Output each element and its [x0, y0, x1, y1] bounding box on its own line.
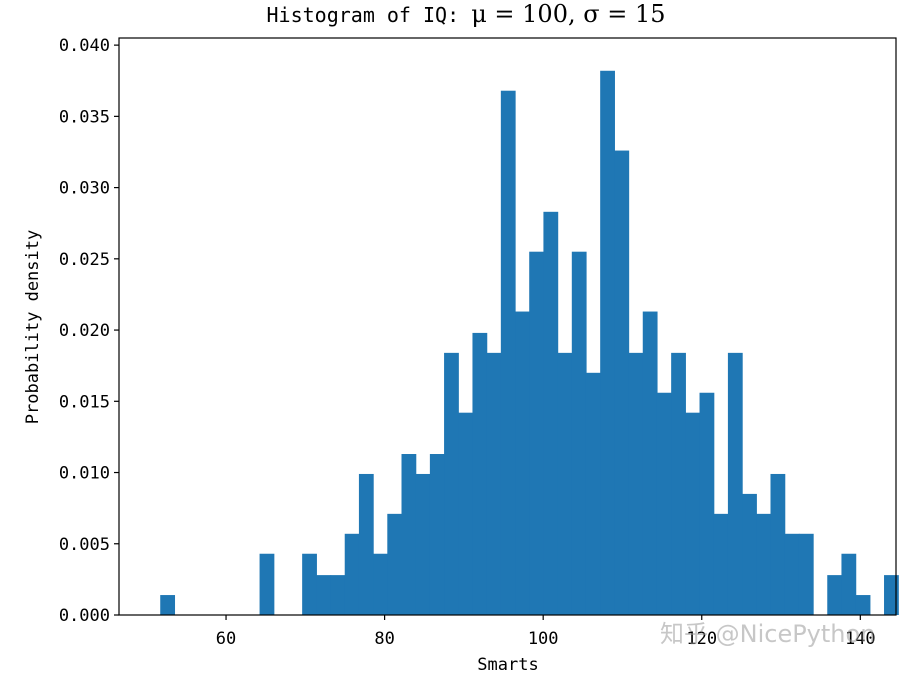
histogram-bar	[358, 473, 374, 615]
histogram-bar	[614, 150, 630, 616]
histogram-bar	[685, 412, 701, 615]
histogram-bar	[557, 352, 573, 615]
y-tick-label: 0.005	[59, 535, 110, 555]
x-tick-label: 140	[845, 629, 876, 649]
y-tick-label: 0.035	[59, 107, 110, 127]
histogram-bar	[444, 352, 459, 615]
x-tick-label: 100	[528, 629, 559, 649]
histogram-bar	[160, 595, 176, 615]
histogram-bar	[429, 454, 445, 615]
histogram-bar	[600, 70, 615, 615]
chart-title: Histogram of IQ: μ = 100, σ = 15	[266, 0, 665, 28]
watermark-text: 知乎 @NicePython	[660, 620, 875, 648]
x-axis-label: Smarts	[477, 655, 538, 675]
histogram-bar	[727, 352, 743, 615]
histogram-bar	[259, 553, 275, 615]
chart-title-math: μ = 100, σ = 15	[471, 0, 665, 28]
histogram-bar	[699, 392, 715, 615]
histogram-bar	[671, 352, 686, 615]
histogram-bar	[756, 513, 772, 615]
histogram-bar	[330, 575, 346, 615]
histogram-bar	[571, 251, 587, 615]
histogram-bar	[628, 352, 644, 615]
x-tick-label: 60	[216, 629, 236, 649]
y-axis-label: Probability density	[23, 230, 43, 424]
histogram-bar	[486, 352, 502, 615]
y-tick-label: 0.020	[59, 321, 110, 341]
y-tick-label: 0.000	[59, 606, 110, 626]
histogram-bar	[529, 251, 545, 615]
y-tick-label: 0.040	[59, 36, 110, 56]
y-axis-ticks: 0.000 0.005 0.010 0.015 0.020 0.025 0.030 0.035…	[59, 36, 119, 626]
histogram-bar	[770, 473, 786, 615]
histogram-bar	[472, 332, 488, 615]
y-tick-label: 0.010	[59, 464, 110, 484]
histogram-bar	[884, 575, 899, 615]
histogram-bar	[302, 553, 317, 615]
x-tick-label: 80	[374, 629, 394, 649]
histogram-bar	[458, 412, 474, 615]
histogram-bar	[585, 372, 601, 615]
histogram-bar	[798, 533, 814, 615]
histogram-bar	[742, 493, 757, 615]
histogram-bar	[713, 513, 729, 615]
plot-frame	[118, 37, 897, 616]
y-tick-label: 0.015	[59, 392, 110, 412]
histogram-bar	[855, 595, 871, 615]
histogram-bar	[543, 211, 559, 615]
histogram-bar	[642, 311, 658, 615]
histogram-bar	[784, 533, 800, 615]
histogram-bar	[656, 392, 672, 615]
x-axis-ticks: 60 80 100 120 140	[216, 615, 876, 649]
y-tick-label: 0.030	[59, 179, 110, 199]
histogram-bar	[316, 575, 332, 615]
y-tick-label: 0.025	[59, 250, 110, 270]
histogram-bar	[515, 311, 530, 615]
histogram-bar	[415, 473, 431, 615]
histogram-bar	[841, 553, 857, 615]
histogram-bar	[387, 513, 403, 615]
chart-title-prefix: Histogram of IQ:	[266, 3, 471, 27]
x-tick-label: 120	[686, 629, 717, 649]
histogram-bar	[344, 533, 360, 615]
histogram-bar	[827, 575, 843, 615]
histogram-bar	[500, 90, 516, 615]
histogram-bar	[373, 553, 388, 615]
bars-group	[160, 70, 899, 616]
histogram-bar	[401, 454, 417, 615]
